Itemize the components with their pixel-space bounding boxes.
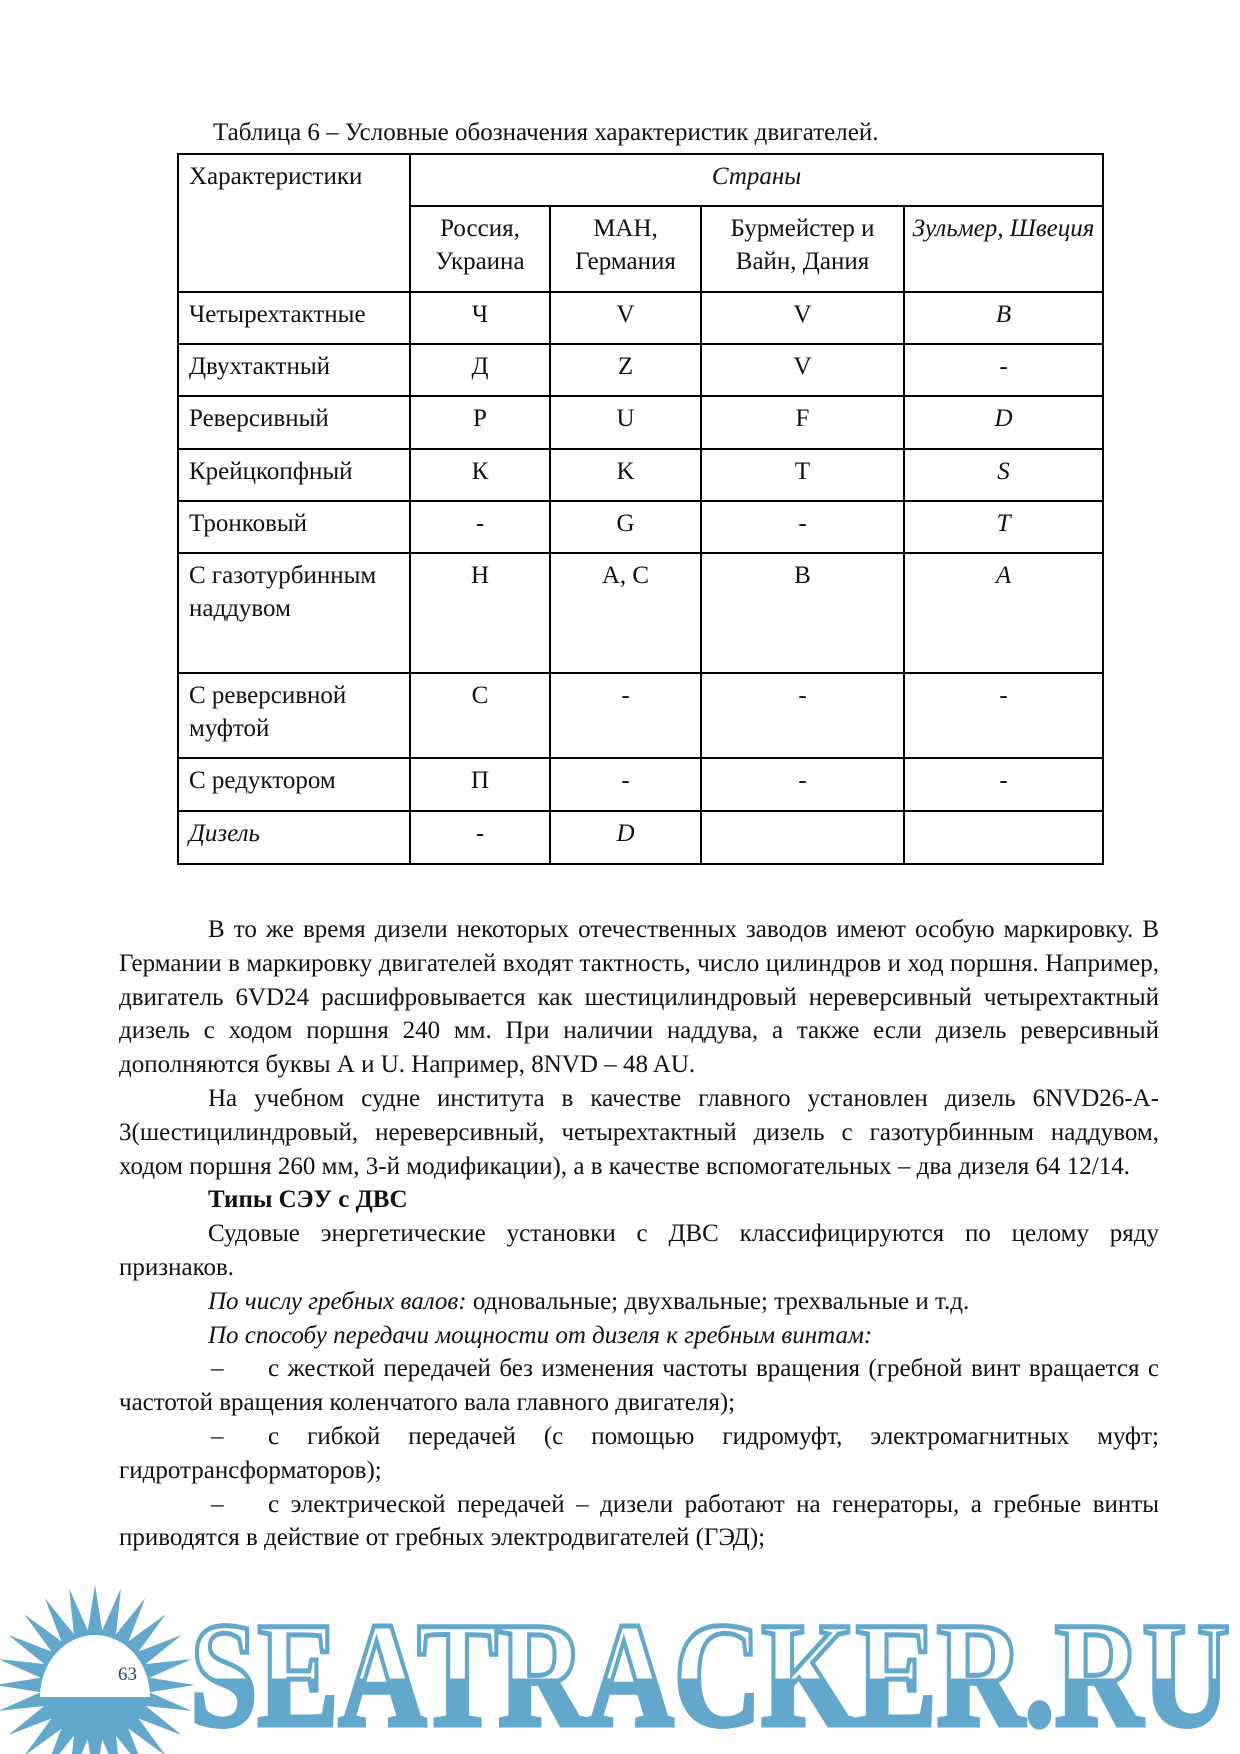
table-cell: T [700, 448, 905, 502]
list-item-text: с жесткой передачей без изменения частот… [119, 1355, 1159, 1417]
sun-logo-icon [0, 1585, 195, 1754]
table-cell: - [549, 757, 702, 812]
paragraph: На учебном судне института в качестве гл… [119, 1084, 1159, 1180]
table-cell: Н [409, 552, 551, 674]
header-countries: Страны [408, 153, 1105, 207]
row-label: Реверсивный [177, 395, 411, 450]
table-cell: T [902, 500, 1105, 554]
table-cell: K [549, 448, 702, 502]
table-cell: A, C [549, 552, 702, 674]
table-row: Реверсивный Р U F D [177, 395, 1105, 450]
table-cell: - [700, 757, 905, 812]
header-characteristics: Характеристики [177, 153, 411, 293]
table-cell: V [549, 291, 702, 345]
list-item-text: с электрической передачей – дизели работ… [119, 1490, 1159, 1552]
list-item-text: с гибкой передачей (с помощью гидромуфт,… [119, 1422, 1159, 1484]
row-label: С реверсивной муфтой [177, 672, 411, 759]
table-cell: S [902, 448, 1105, 502]
table-cell: - [700, 672, 905, 759]
table-row: С реверсивной муфтой С - - - [177, 672, 1105, 759]
text: одновальные; двухвальные; трехвальные и … [466, 1287, 970, 1315]
table-cell: - [902, 343, 1105, 397]
table-row: С редуктором П - - - [177, 757, 1105, 812]
table-cell: Ч [409, 291, 551, 345]
table-row: Четырехтактные Ч V V B [177, 291, 1105, 345]
row-label: Тронковый [177, 500, 411, 554]
row-label: С газотурбинным наддувом [177, 552, 411, 674]
table-cell: V [700, 343, 905, 397]
table-cell: - [902, 757, 1105, 812]
table-cell: D [549, 810, 702, 865]
engine-designations-table: Характеристики Страны Россия, Украина МА… [177, 153, 1105, 865]
table-cell: Д [409, 343, 551, 397]
table-cell: П [409, 757, 551, 812]
table-row: Крейцкопфный К K T S [177, 448, 1105, 502]
table-cell: - [409, 500, 551, 554]
body-text: В то же время дизели некоторых отечестве… [119, 913, 1159, 1555]
list-item: – с электрической передачей – дизели рабо… [119, 1488, 1159, 1556]
header-column: Бурмейстер и Вайн, Дания [700, 205, 905, 293]
row-label: Четырехтактные [177, 291, 411, 345]
table-cell [700, 810, 905, 865]
table-cell: - [549, 672, 702, 759]
table-cell: С [409, 672, 551, 759]
dash: – [211, 1355, 224, 1383]
section-heading: Типы СЭУ с ДВС [208, 1186, 408, 1214]
table-cell: Р [409, 395, 551, 450]
table-cell: К [409, 448, 551, 502]
svg-text:SEATRACKER.RU: SEATRACKER.RU [190, 1592, 1230, 1754]
table-caption: Таблица 6 – Условные обозначения характе… [213, 119, 879, 146]
table-cell: - [902, 672, 1105, 759]
table-row: Двухтактный Д Z V - [177, 343, 1105, 397]
table-cell: B [902, 291, 1105, 345]
row-label: Крейцкопфный [177, 448, 411, 502]
table-cell: A [902, 552, 1105, 674]
paragraph: Судовые энергетические установки с ДВС к… [119, 1220, 1159, 1281]
emphasis: По способу передачи мощности от дизеля к… [208, 1321, 873, 1349]
table-cell: V [700, 291, 905, 345]
dash: – [211, 1490, 224, 1518]
table-cell: Z [549, 343, 702, 397]
table-cell: B [700, 552, 905, 674]
table-cell [902, 810, 1105, 865]
table-cell: D [902, 395, 1105, 450]
table-row: Тронковый - G - T [177, 500, 1105, 554]
emphasis: По числу гребных валов: [208, 1287, 467, 1315]
list-item: – с гибкой передачей (с помощью гидромуфт… [119, 1420, 1159, 1488]
table-row: Дизель - D [177, 810, 1105, 865]
list-item: – с жесткой передачей без изменения часто… [119, 1352, 1159, 1420]
paragraph: По числу гребных валов: одновальные; дву… [119, 1285, 1159, 1319]
row-label: Дизель [177, 810, 411, 865]
row-label: Двухтактный [177, 343, 411, 397]
table-cell: - [700, 500, 905, 554]
paragraph: В то же время дизели некоторых отечестве… [119, 916, 1159, 1079]
dash: – [211, 1422, 224, 1450]
header-column: Зульмер, Швеция [902, 205, 1105, 293]
seatracker-watermark-logo: SEATRACKER.RU [0, 1585, 1233, 1754]
page-number: 63 [118, 1664, 137, 1685]
table-cell: G [549, 500, 702, 554]
header-column: Россия, Украина [409, 205, 551, 293]
table-cell: U [549, 395, 702, 450]
table-cell: - [409, 810, 551, 865]
table-cell: F [700, 395, 905, 450]
header-column: МАН, Германия [549, 205, 702, 293]
row-label: С редуктором [177, 757, 411, 812]
